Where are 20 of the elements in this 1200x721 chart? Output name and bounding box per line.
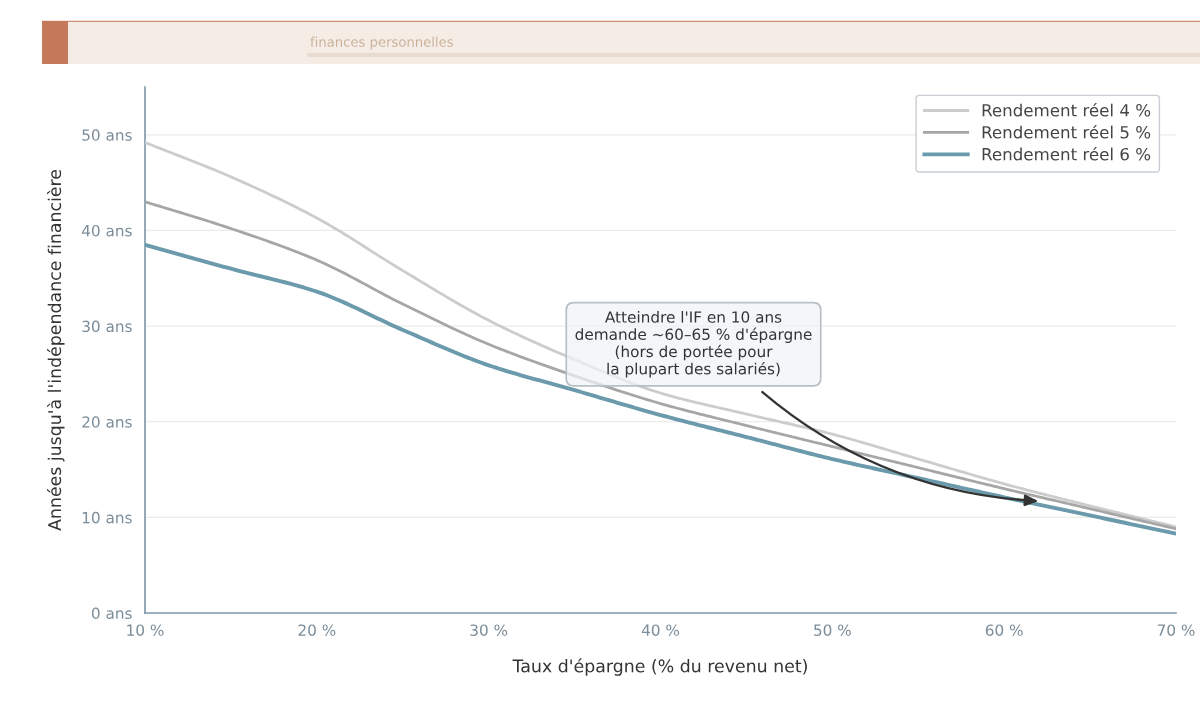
x-tick-label: 20 % (298, 624, 336, 636)
x-tick-label: 10 % (127, 624, 164, 636)
y-tick-label: 40 ans (81, 224, 132, 237)
y-tick-label: 50 ans (82, 129, 132, 141)
legend-label: Rendement réel 6 % (982, 146, 1151, 161)
x-tick-label: 40 % (641, 624, 680, 636)
y-tick-label: 0 ans (91, 607, 132, 620)
x-tick-label: 30 % (470, 624, 508, 636)
x-tick-label: 70 % (1157, 624, 1195, 636)
y-tick-label: 30 ans (82, 320, 132, 333)
annotation: Atteindre l'IF en 10 ans demande ~60–65 % d'épargne (hors de portée pour la plupart des salariés) (575, 310, 812, 378)
text: finances personnelles (310, 36, 453, 50)
legend-label: Rendement réel 4 % (982, 103, 1151, 117)
y-axis-title: Années jusqu'à l'indépendance financière (47, 169, 65, 531)
y-tick-label: 20 ans (82, 416, 132, 428)
x-axis-title: Taux d'épargne (% du revenu net) (512, 658, 807, 676)
x-tick-label: 60 % (985, 624, 1023, 636)
y-tick-label: 10 ans (82, 511, 132, 524)
legend-label: Rendement réel 5 % (982, 124, 1151, 139)
x-tick-label: 50 % (814, 624, 851, 636)
